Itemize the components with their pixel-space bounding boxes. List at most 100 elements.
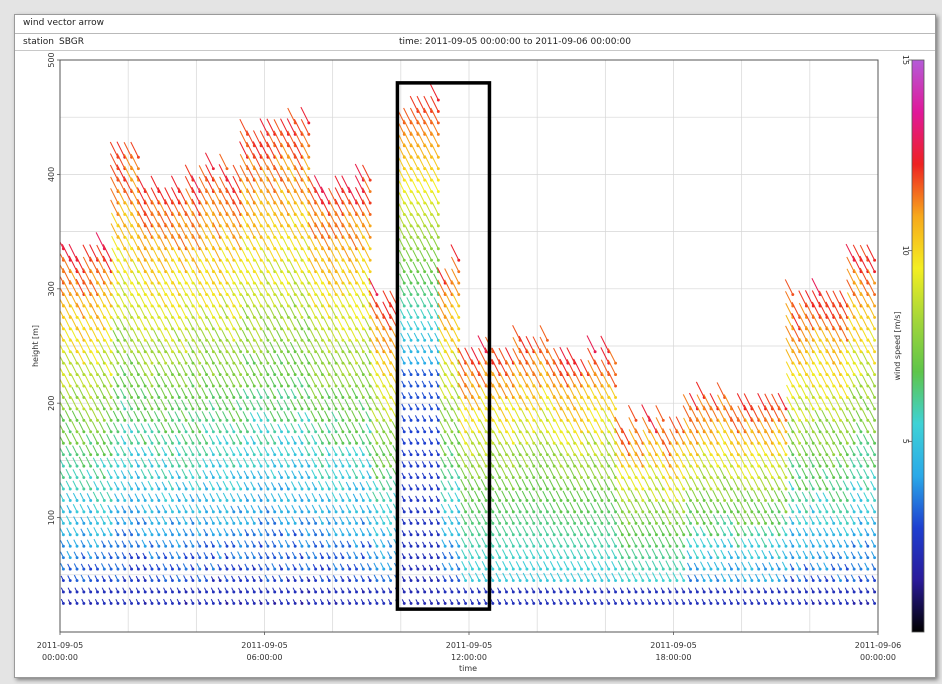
wind-vector (219, 199, 228, 215)
wind-vector-head (314, 556, 318, 560)
wind-vector-head (402, 281, 406, 285)
wind-vector-head (239, 396, 243, 399)
wind-vector (294, 200, 303, 215)
wind-vector (208, 388, 214, 398)
wind-vector-head (423, 556, 427, 560)
wind-vector (226, 292, 235, 307)
wind-vector (71, 410, 78, 421)
wind-vector-head (361, 601, 365, 605)
wind-vector (112, 317, 119, 330)
wind-vector-head (443, 533, 447, 537)
wind-vector-head (375, 464, 379, 468)
wind-vector-head (293, 304, 297, 308)
wind-vector-head (184, 396, 188, 399)
wind-vector (283, 423, 289, 433)
wind-vector-head (286, 556, 290, 560)
wind-vector-head (341, 304, 345, 308)
wind-vector (358, 457, 364, 467)
wind-vector-head (116, 418, 120, 422)
wind-vector (321, 222, 330, 238)
wind-vector (242, 399, 248, 410)
wind-vector-head (225, 510, 229, 514)
wind-vector-head (409, 384, 413, 388)
wind-vector-head (191, 430, 195, 434)
wind-vector-head (545, 487, 549, 491)
wind-vector (370, 385, 378, 398)
wind-vector-head (300, 441, 304, 445)
wind-vector (317, 434, 323, 444)
wind-vector-head (143, 453, 147, 457)
wind-vector (137, 222, 146, 238)
wind-vector (365, 445, 371, 455)
wind-vector-head (211, 350, 215, 354)
wind-vector (153, 364, 160, 375)
wind-vector-head (273, 293, 277, 296)
wind-vector (246, 200, 255, 215)
wind-vector-head (177, 441, 181, 445)
wind-vector (317, 468, 323, 478)
wind-vector-head (266, 498, 270, 502)
wind-vector (69, 279, 78, 295)
wind-vector-head (300, 315, 304, 319)
wind-vector (527, 431, 535, 444)
wind-vector-head (82, 590, 86, 594)
wind-vector-head (123, 315, 127, 319)
wind-vector-head (361, 373, 365, 377)
wind-vector (316, 305, 323, 318)
wind-vector (198, 165, 208, 181)
wind-vector-head (416, 418, 420, 422)
wind-vector-head (280, 258, 283, 262)
wind-vector-head (539, 544, 543, 548)
wind-vector-head (286, 350, 290, 354)
wind-vector-head (307, 521, 311, 525)
wind-vector (254, 246, 262, 261)
wind-vector-head (164, 464, 168, 468)
wind-vector-head (402, 533, 406, 537)
wind-vector-head (109, 567, 113, 571)
wind-vector-head (443, 407, 447, 411)
wind-vector (329, 305, 337, 318)
wind-vector (267, 200, 276, 215)
wind-vector-head (130, 361, 134, 365)
wind-vector (165, 327, 173, 341)
wind-vector (331, 422, 337, 433)
wind-vector (280, 142, 289, 158)
wind-vector-head (491, 464, 495, 468)
wind-vector (302, 259, 310, 272)
wind-vector-head (150, 384, 154, 388)
wind-vector-head (341, 533, 345, 537)
wind-vector-head (491, 544, 495, 548)
wind-vector-head (402, 590, 406, 594)
wind-vector-head (375, 384, 379, 388)
wind-vector (302, 236, 310, 249)
wind-vector (179, 281, 187, 295)
wind-vector-head (225, 601, 229, 605)
wind-vector-head (320, 521, 324, 525)
wind-vector-head (61, 407, 65, 411)
wind-vector-head (327, 350, 331, 354)
station-label: station (23, 37, 54, 47)
wind-vector-head (300, 384, 304, 388)
wind-vector (150, 187, 160, 204)
wind-vector-head (225, 373, 229, 377)
wind-vector-head (484, 567, 488, 571)
wind-vector-head (334, 407, 338, 411)
wind-vector-head (75, 590, 79, 594)
wind-vector-head (259, 579, 263, 582)
wind-vector-head (402, 579, 406, 582)
wind-vector (104, 351, 112, 364)
wind-vector-head (361, 430, 365, 434)
wind-vector-head (211, 441, 215, 445)
wind-vector-head (61, 590, 65, 594)
wind-vector-head (232, 396, 236, 399)
wind-vector (268, 282, 276, 295)
wind-vector-head (198, 304, 202, 308)
wind-vector (232, 175, 242, 192)
wind-vector-head (348, 556, 352, 560)
wind-vector-head (539, 487, 543, 491)
wind-vector-head (232, 315, 236, 319)
wind-vector-head (211, 510, 215, 514)
wind-vector-head (280, 361, 283, 365)
wind-vector (301, 166, 310, 181)
